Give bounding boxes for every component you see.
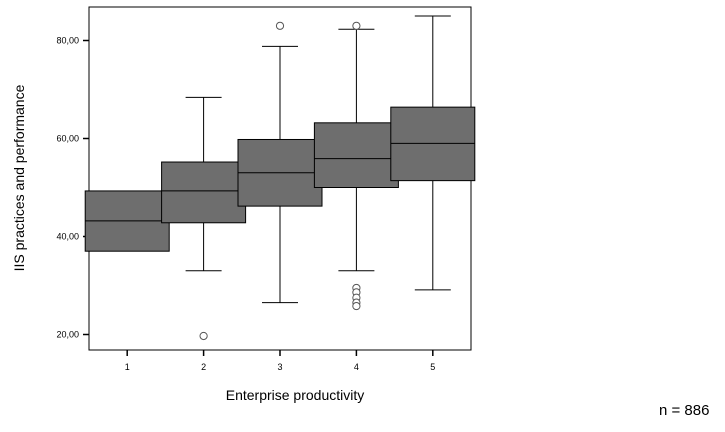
outlier-point [352, 21, 361, 30]
y-axis: 20,00 40,00 60,00 80,00 [56, 36, 89, 340]
x-tick-label: 2 [201, 362, 206, 372]
box [313, 122, 399, 188]
box-group [84, 190, 170, 252]
x-tick-label: 3 [277, 362, 282, 372]
box-group [161, 96, 247, 341]
box-group [237, 21, 323, 304]
x-axis-title: Enterprise productivity [226, 387, 365, 403]
outlier-point [352, 301, 361, 311]
y-tick-label: 40,00 [56, 232, 79, 242]
x-tick-label: 1 [125, 362, 130, 372]
box-group [313, 21, 399, 311]
y-axis-title: IIS practices and performance [11, 84, 27, 271]
box [161, 161, 247, 224]
y-tick-label: 80,00 [56, 36, 79, 46]
box-group [390, 15, 476, 291]
x-tick-label: 4 [354, 362, 359, 372]
y-tick-label: 20,00 [56, 330, 79, 340]
outlier-point [275, 21, 285, 30]
sample-size-note: n = 886 [659, 402, 710, 419]
outlier-point [199, 331, 208, 341]
x-tick-label: 5 [430, 362, 435, 372]
box-series [84, 15, 476, 341]
y-tick-label: 60,00 [56, 134, 79, 144]
x-axis: 1 2 3 4 5 [125, 350, 435, 372]
